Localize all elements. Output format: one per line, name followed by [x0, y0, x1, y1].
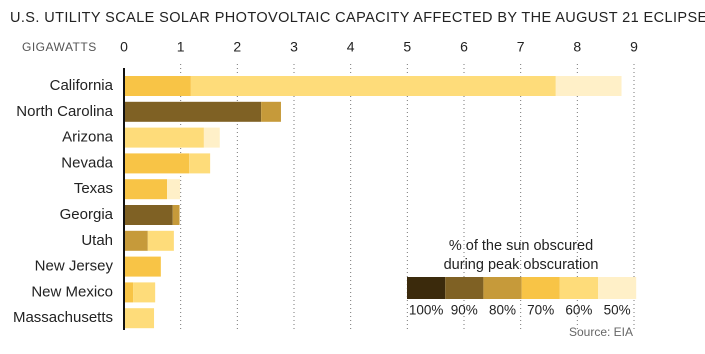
bar-segment	[124, 179, 168, 200]
legend-label: 100%	[409, 303, 444, 318]
bar-segment	[189, 153, 211, 174]
x-tick-label: 1	[177, 39, 185, 55]
chart-title: U.S. UTILITY SCALE SOLAR PHOTOVOLTAIC CA…	[10, 10, 705, 26]
bar-segment	[555, 76, 622, 96]
y-tick-label: New Mexico	[31, 283, 113, 300]
bar-segment	[124, 76, 191, 96]
y-tick-label: Nevada	[61, 154, 113, 171]
bar-segment	[124, 282, 134, 303]
x-tick-label: 7	[517, 39, 525, 55]
bar-segment	[124, 205, 173, 225]
legend-label: 60%	[565, 303, 592, 318]
bar-segment	[147, 230, 174, 251]
y-tick-label: North Carolina	[16, 103, 113, 120]
y-tick-label: Georgia	[60, 206, 114, 223]
y-tick-label: Utah	[81, 232, 113, 249]
x-tick-label: 3	[290, 39, 298, 55]
bar-segment	[190, 76, 556, 96]
bar-segment	[124, 153, 190, 174]
legend-title: % of the sun obscured	[449, 238, 593, 254]
x-tick-label: 2	[233, 39, 241, 55]
legend-swatch	[598, 277, 637, 299]
x-tick-label: 5	[403, 39, 411, 55]
legend-label: 50%	[604, 303, 631, 318]
y-tick-label: Arizona	[62, 129, 114, 146]
legend-swatch	[407, 277, 446, 299]
bar-segment	[172, 205, 180, 225]
x-tick-label: 0	[120, 39, 128, 55]
bar-segment	[203, 127, 220, 148]
bar-segment	[124, 127, 204, 148]
legend-swatch	[445, 277, 484, 299]
x-tick-label: 9	[630, 39, 638, 55]
axis-label: GIGAWATTS	[22, 40, 97, 54]
bar-segment	[124, 101, 262, 122]
bar-segment	[124, 256, 161, 277]
legend-swatch	[483, 277, 522, 299]
y-tick-label: Massachusetts	[13, 309, 113, 326]
x-tick-label: 6	[460, 39, 468, 55]
legend-label: 70%	[527, 303, 554, 318]
legend-label: 80%	[489, 303, 516, 318]
source: Source: EIA	[569, 325, 633, 339]
bar-segment	[261, 101, 281, 122]
bar-segment	[124, 308, 155, 329]
legend-swatch	[521, 277, 560, 299]
y-tick-label: Texas	[74, 180, 113, 197]
x-tick-label: 4	[347, 39, 355, 55]
bar-segment	[167, 179, 181, 200]
bar-segment	[124, 230, 148, 251]
legend-swatch	[559, 277, 598, 299]
legend-title: during peak obscuration	[444, 257, 599, 273]
x-tick-label: 8	[573, 39, 581, 55]
legend-label: 90%	[451, 303, 478, 318]
y-tick-label: California	[50, 77, 114, 94]
bar-segment	[133, 282, 156, 303]
y-tick-label: New Jersey	[35, 258, 114, 275]
